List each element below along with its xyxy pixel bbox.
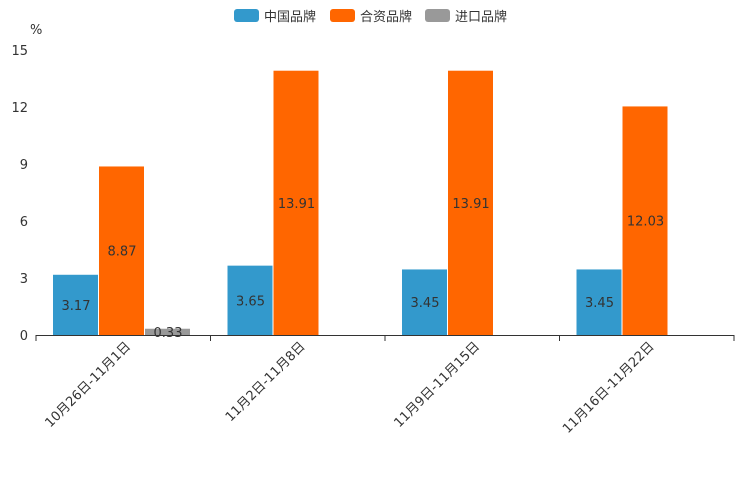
legend-swatch	[425, 9, 450, 22]
x-category-label: 11月9日-11月15日	[391, 339, 483, 431]
bar-value-label: 3.65	[236, 294, 265, 309]
y-tick-label: 15	[11, 44, 28, 59]
legend-label: 合资品牌	[360, 9, 412, 25]
y-tick-label: 6	[20, 215, 28, 230]
bar	[99, 166, 144, 335]
legend-label: 中国品牌	[264, 9, 316, 25]
legend-item[interactable]: 合资品牌	[330, 9, 412, 25]
bar-value-label: 3.45	[411, 296, 440, 311]
bar	[145, 328, 190, 335]
y-tick-label: 12	[11, 101, 28, 116]
bar-value-label: 12.03	[627, 215, 664, 230]
bar-value-label: 13.91	[278, 197, 315, 212]
y-axis: 0 3 6 9 12 15	[11, 44, 28, 344]
legend-item[interactable]: 进口品牌	[425, 9, 507, 25]
x-category-label: 10月26日-11月1日	[42, 339, 134, 431]
bar-value-label: 3.17	[62, 299, 91, 314]
y-tick-label: 3	[20, 272, 28, 287]
legend-item[interactable]: 中国品牌	[234, 9, 316, 25]
x-category-label: 11月16日-11月22日	[560, 339, 657, 436]
bar-value-label: 0.33	[154, 326, 183, 341]
bar-value-label: 3.45	[585, 296, 614, 311]
x-axis: 10月26日-11月1日 11月2日-11月8日 11月9日-11月15日 11月16…	[35, 335, 735, 437]
bar-value-label: 13.91	[452, 197, 489, 212]
y-tick-label: 0	[20, 329, 28, 344]
legend: 中国品牌 合资品牌 进口品牌	[234, 9, 507, 25]
bar	[402, 269, 447, 335]
legend-swatch	[330, 9, 355, 22]
x-category-label: 11月2日-11月8日	[223, 339, 309, 425]
bar-value-label: 8.87	[108, 245, 137, 260]
y-tick-label: 9	[20, 158, 28, 173]
legend-label: 进口品牌	[455, 9, 507, 25]
bar	[273, 70, 319, 336]
bar	[53, 274, 98, 335]
y-axis-unit-label: %	[30, 23, 42, 38]
bar	[622, 106, 668, 336]
bar	[448, 70, 493, 336]
bars: 3.17 8.87 0.33 3.65 13.91 3.45 13.91 3.45 12.03	[53, 70, 668, 341]
bar	[576, 269, 622, 335]
legend-swatch	[234, 9, 259, 22]
bar	[227, 265, 273, 335]
